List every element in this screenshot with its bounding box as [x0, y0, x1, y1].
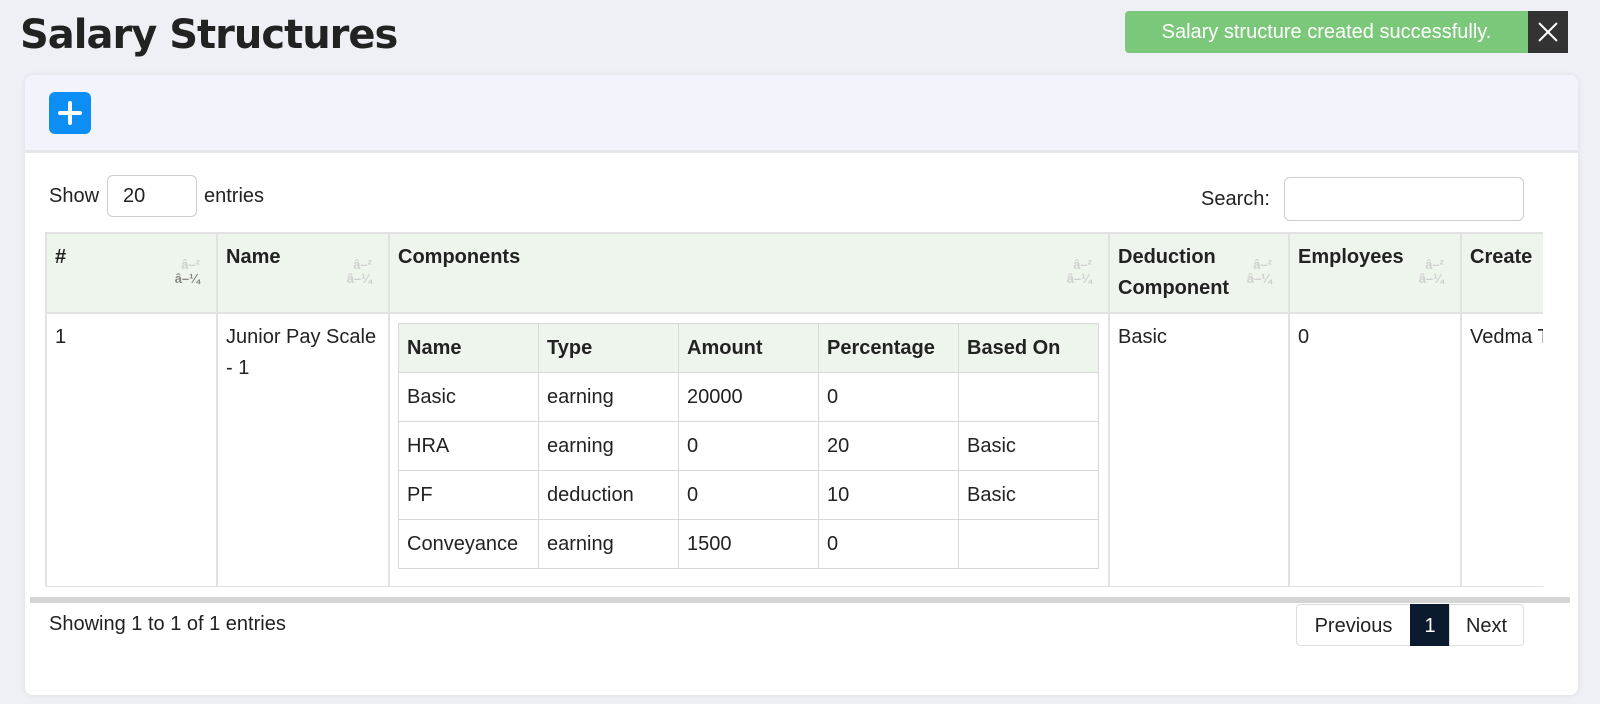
scrollbar[interactable]: [30, 597, 1570, 603]
card: Show 20 entries Search: # â–² â–¼ Name â–² â–…: [25, 75, 1578, 695]
sort-icon: â–²: [181, 257, 200, 272]
salary-table: # â–² â–¼ Name â–² â–¼ Components â–² â–¼ Deducti…: [45, 232, 1543, 587]
components-cell: 0: [818, 519, 959, 569]
sort-icon: â–¼: [346, 271, 372, 286]
column-header[interactable]: Employees â–² â–¼: [1288, 232, 1462, 314]
components-cell: earning: [538, 421, 679, 471]
components-cell: 20: [818, 421, 959, 471]
page-title: Salary Structures: [20, 12, 398, 58]
cell-name: Junior Pay Scale - 1: [216, 312, 390, 587]
header-row: # â–² â–¼ Name â–² â–¼ Components â–² â–¼ Deducti…: [45, 232, 1543, 314]
sort-icon: â–²: [353, 257, 372, 272]
components-cell: earning: [538, 372, 679, 422]
components-cell: 10: [818, 470, 959, 520]
column-title: Employees: [1298, 246, 1404, 268]
components-cell: 0: [678, 470, 819, 520]
components-cell: 0: [818, 372, 959, 422]
sort-icon: â–¼: [1066, 271, 1092, 286]
components-cell: Basic: [398, 372, 539, 422]
components-table: Name Type Amount Percentage Based On Basic ear…: [398, 323, 1099, 569]
components-cell: deduction: [538, 470, 679, 520]
add-button[interactable]: [49, 92, 91, 134]
column-header[interactable]: Components â–² â–¼: [388, 232, 1110, 314]
components-cell: Basic: [958, 470, 1099, 520]
card-header: [25, 75, 1578, 153]
table-info: Showing 1 to 1 of 1 entries: [49, 613, 286, 635]
components-cell: Conveyance: [398, 519, 539, 569]
components-cell: 0: [678, 421, 819, 471]
page-button[interactable]: 1: [1410, 604, 1450, 646]
column-header[interactable]: # â–² â–¼: [45, 232, 218, 314]
column-title: Name: [226, 246, 281, 268]
column-title: Deduction Component: [1118, 246, 1230, 299]
search-label: Search:: [1201, 188, 1270, 210]
sort-icon: â–²: [1253, 257, 1272, 272]
components-column: Based On: [958, 323, 1099, 373]
sort-icon: â–²: [1073, 257, 1092, 272]
components-row: PF deduction 0 10 Basic: [398, 470, 1099, 520]
previous-button[interactable]: Previous: [1296, 604, 1411, 646]
column-header[interactable]: Deduction Component â–² â–¼: [1108, 232, 1290, 314]
cell-index: 1: [45, 312, 218, 587]
close-icon: [1538, 22, 1558, 42]
components-cell: 1500: [678, 519, 819, 569]
show-label: Show: [49, 185, 100, 207]
column-header[interactable]: Create: [1460, 232, 1543, 314]
cell-components: Name Type Amount Percentage Based On Basic ear…: [388, 312, 1110, 587]
components-column: Type: [538, 323, 679, 373]
components-row: Basic earning 20000 0: [398, 372, 1099, 422]
column-title: #: [55, 246, 67, 268]
plus-icon: [58, 101, 82, 125]
sort-icon: â–¼: [1418, 271, 1444, 286]
components-row: HRA earning 0 20 Basic: [398, 421, 1099, 471]
search-input[interactable]: [1284, 177, 1524, 221]
table-wrapper: # â–² â–¼ Name â–² â–¼ Components â–² â–¼ Deducti…: [45, 232, 1543, 587]
column-title: Components: [398, 246, 521, 268]
toast: Salary structure created successfully.: [1125, 11, 1528, 53]
sort-icon: â–¼: [1246, 271, 1272, 286]
page-length-select[interactable]: 20: [107, 175, 197, 217]
components-cell: 20000: [678, 372, 819, 422]
entries-label: entries: [204, 185, 265, 207]
components-cell: [958, 519, 1099, 569]
next-button[interactable]: Next: [1449, 604, 1524, 646]
components-cell: [958, 372, 1099, 422]
toast-close[interactable]: [1528, 11, 1568, 53]
cell-created-by: Vedma Tester: [1460, 312, 1543, 587]
sort-icon: â–¼: [174, 271, 200, 286]
column-header[interactable]: Name â–² â–¼: [216, 232, 390, 314]
components-column: Amount: [678, 323, 819, 373]
components-row: Conveyance earning 1500 0: [398, 519, 1099, 569]
components-cell: earning: [538, 519, 679, 569]
table-row: 1 Junior Pay Scale - 1 Name Type Amount Perce…: [45, 312, 1543, 587]
components-cell: PF: [398, 470, 539, 520]
cell-deduction: Basic: [1108, 312, 1290, 587]
components-cell: Basic: [958, 421, 1099, 471]
column-title: Create: [1470, 246, 1533, 268]
components-cell: HRA: [398, 421, 539, 471]
components-column: Name: [398, 323, 539, 373]
cell-employees: 0: [1288, 312, 1462, 587]
components-column: Percentage: [818, 323, 959, 373]
sort-icon: â–²: [1425, 257, 1444, 272]
components-header: Name Type Amount Percentage Based On: [398, 323, 1099, 373]
